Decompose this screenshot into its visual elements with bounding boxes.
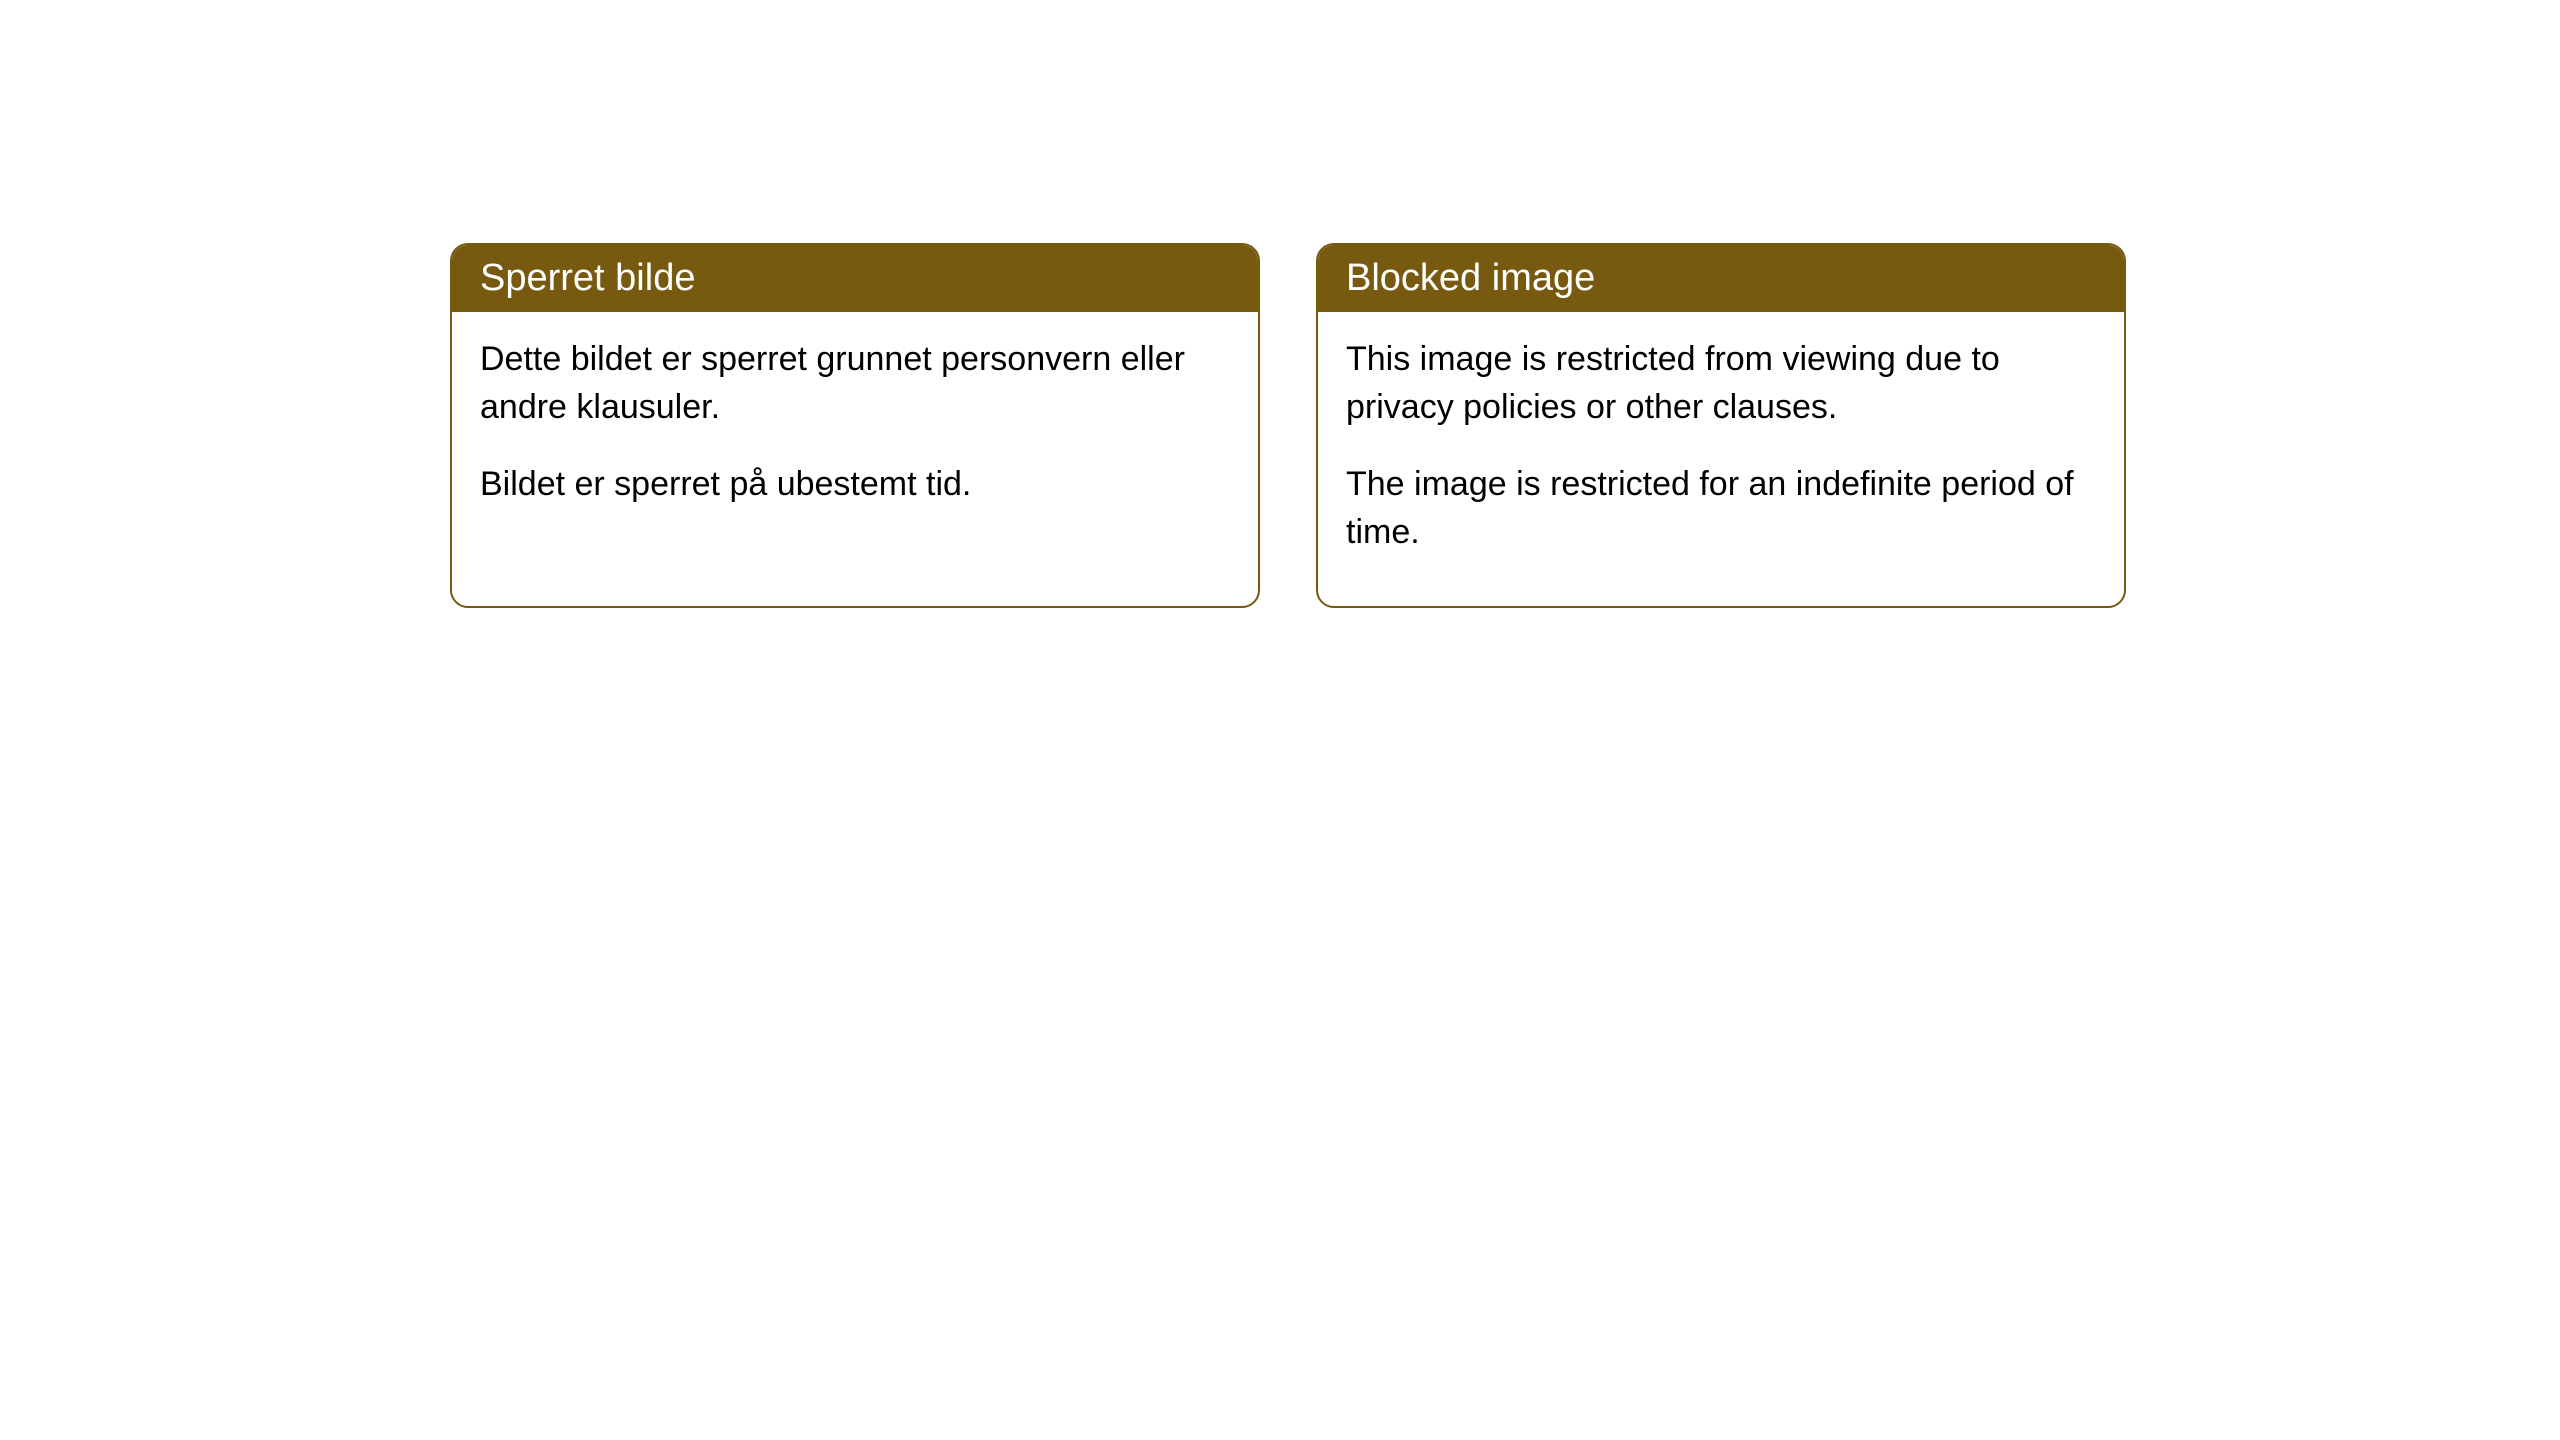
cards-container: Sperret bilde Dette bildet er sperret gr…: [0, 0, 2560, 608]
card-paragraph-1-english: This image is restricted from viewing du…: [1346, 336, 2096, 431]
card-english: Blocked image This image is restricted f…: [1316, 243, 2126, 608]
card-body-norwegian: Dette bildet er sperret grunnet personve…: [452, 312, 1258, 559]
card-paragraph-2-norwegian: Bildet er sperret på ubestemt tid.: [480, 461, 1230, 509]
card-title-english: Blocked image: [1346, 257, 1595, 299]
card-norwegian: Sperret bilde Dette bildet er sperret gr…: [450, 243, 1260, 608]
card-header-english: Blocked image: [1318, 245, 2124, 312]
card-body-english: This image is restricted from viewing du…: [1318, 312, 2124, 606]
card-title-norwegian: Sperret bilde: [480, 257, 695, 299]
card-paragraph-2-english: The image is restricted for an indefinit…: [1346, 461, 2096, 556]
card-header-norwegian: Sperret bilde: [452, 245, 1258, 312]
card-paragraph-1-norwegian: Dette bildet er sperret grunnet personve…: [480, 336, 1230, 431]
